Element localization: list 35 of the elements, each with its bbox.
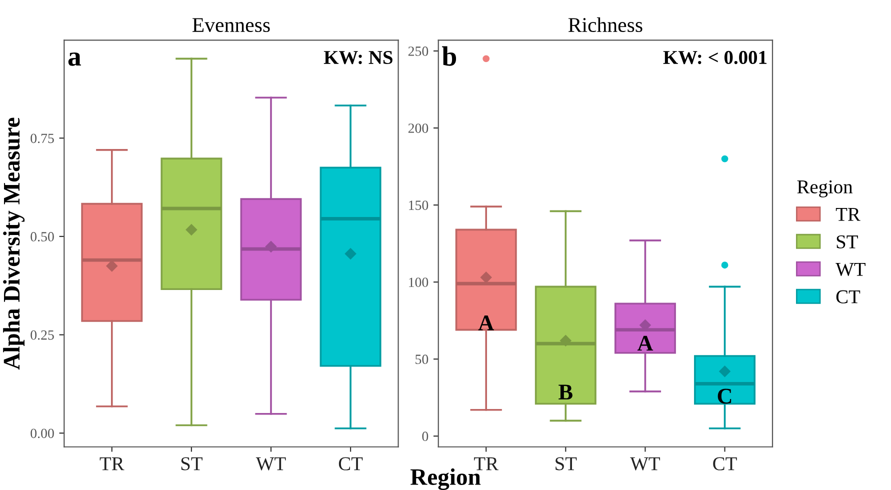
legend-title: Region xyxy=(797,180,853,198)
legend-label: TR xyxy=(836,208,860,221)
y-axis-title: Alpha Diversity Measure xyxy=(3,118,25,370)
legend-label: ST xyxy=(836,235,858,248)
annotation: a xyxy=(68,52,81,66)
x-tick-label: TR xyxy=(100,457,124,470)
x-tick-label: CT xyxy=(713,457,737,470)
x-axis-title: Region xyxy=(410,468,481,490)
annotation: KW: < 0.001 xyxy=(663,50,766,64)
y-tick-label: 0 xyxy=(422,432,428,442)
chart-title: Richness xyxy=(568,17,642,32)
annotation: A xyxy=(478,316,494,330)
y-tick-label: 0.25 xyxy=(30,330,54,340)
y-tick-label: 200 xyxy=(408,124,428,133)
x-tick-label: TR xyxy=(474,457,498,470)
x-tick-label: CT xyxy=(338,457,363,470)
y-tick-label: 50 xyxy=(416,354,428,364)
legend-label: WT xyxy=(836,262,866,276)
annotation: A xyxy=(637,336,654,351)
annotation: C xyxy=(718,388,732,404)
annotation: B xyxy=(558,384,572,400)
y-tick-label: 100 xyxy=(409,278,428,287)
y-tick-label: 0.00 xyxy=(30,428,54,438)
x-tick-label: WT xyxy=(630,457,660,470)
chart-title: Evenness xyxy=(192,18,270,32)
y-tick-label: 150 xyxy=(409,200,428,210)
y-tick-label: 250 xyxy=(408,46,428,56)
x-tick-label: WT xyxy=(256,457,286,470)
x-tick-label: ST xyxy=(181,457,202,470)
y-tick-label: 0.75 xyxy=(30,134,54,144)
y-tick-label: 0.50 xyxy=(30,232,54,242)
legend-label: CT xyxy=(836,290,860,304)
annotation: b xyxy=(442,46,456,66)
annotation: KW: NS xyxy=(324,50,392,64)
x-tick-label: ST xyxy=(556,457,577,470)
